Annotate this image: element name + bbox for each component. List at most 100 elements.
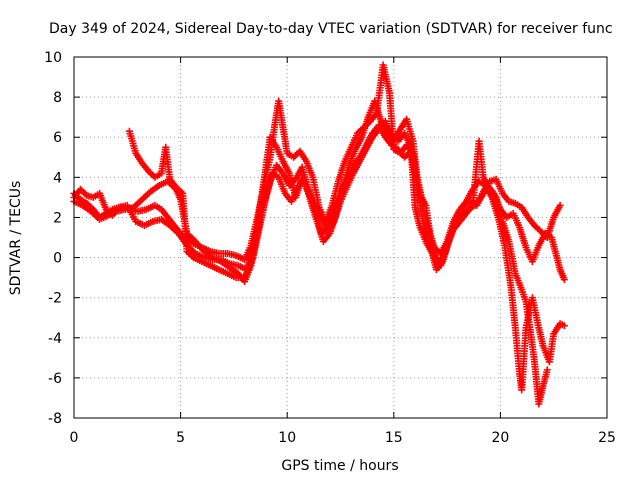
- series-track-2: [70, 121, 568, 394]
- plot-frame: [73, 56, 608, 419]
- data-point-segment: [552, 250, 563, 271]
- data-point-segment: [490, 189, 503, 211]
- data-point-segment: [528, 294, 542, 329]
- data-point-segment: [369, 127, 381, 141]
- data-point-segment: [76, 185, 89, 198]
- data-point-segment: [471, 195, 484, 209]
- data-point-segment: [130, 197, 144, 211]
- data-point-segment: [125, 127, 139, 155]
- data-point-segment: [456, 199, 469, 213]
- data-point-segment: [305, 189, 318, 207]
- data-point-segment: [422, 238, 435, 255]
- data-point-segment: [241, 244, 254, 264]
- data-point-segment: [518, 326, 530, 394]
- data-point-segment: [132, 149, 145, 165]
- data-point-segment: [96, 189, 109, 211]
- data-point-segment: [262, 136, 274, 171]
- data-point-segment: [505, 197, 517, 207]
- data-point-segment: [518, 203, 531, 219]
- data-point-segment: [217, 256, 231, 267]
- data-point-segment: [157, 215, 172, 228]
- x-axis-label: GPS time / hours: [281, 458, 398, 474]
- data-point-segment: [535, 324, 546, 347]
- data-point-segment: [224, 270, 238, 281]
- data-point-segment: [151, 171, 163, 181]
- data-point-segment: [275, 97, 286, 129]
- y-tick-label: 8: [53, 90, 62, 106]
- data-point-segment: [145, 167, 157, 180]
- data-point: [560, 322, 568, 330]
- data-point-segment: [496, 205, 509, 219]
- data-point-segment: [279, 123, 291, 155]
- data-point-segment: [541, 230, 553, 240]
- data-point-segment: [155, 178, 170, 189]
- data-point-segment: [273, 143, 286, 163]
- series-track-4: [70, 117, 568, 284]
- data-point-segment: [172, 183, 185, 196]
- data-point-segment: [206, 262, 221, 273]
- data-point-segment: [138, 189, 153, 203]
- axis-ticks: 0 5 10 15 20 25 -8 -6 -4 -2 0 2 4 6 8 10: [44, 50, 616, 446]
- data-point-segment: [545, 332, 557, 366]
- data-point-segment: [83, 191, 95, 201]
- data-point-segment: [464, 203, 477, 213]
- data-point-segment: [518, 286, 529, 303]
- data-point-segment: [439, 236, 453, 266]
- x-tick-label: 25: [598, 430, 616, 446]
- data-point-segment: [166, 175, 179, 189]
- data-point-segment: [147, 183, 162, 195]
- data-point-segment: [226, 264, 240, 276]
- chart-title: Day 349 of 2024, Sidereal Day-to-day VTE…: [49, 21, 613, 37]
- y-tick-label: 10: [44, 50, 62, 66]
- data-marks: [70, 61, 568, 408]
- data-point-segment: [157, 205, 170, 219]
- data-point-segment: [381, 117, 395, 139]
- data-point-segment: [499, 189, 511, 203]
- data-point-segment: [192, 238, 207, 254]
- data-point-segment: [96, 212, 110, 223]
- data-point-segment: [522, 298, 534, 331]
- data-point-segment: [89, 191, 101, 201]
- data-point-segment: [475, 137, 487, 179]
- chart-grid: [74, 57, 607, 418]
- x-tick-label: 5: [176, 430, 185, 446]
- data-point: [543, 366, 551, 374]
- data-point-segment: [302, 157, 316, 179]
- y-tick-label: 2: [53, 210, 62, 226]
- data-point-segment: [143, 202, 157, 213]
- data-point-segment: [183, 242, 198, 256]
- data-point-segment: [550, 322, 563, 338]
- data-point-segment: [381, 133, 394, 147]
- y-tick-label: -8: [48, 411, 62, 427]
- data-point-segment: [79, 201, 93, 214]
- data-point-segment: [484, 181, 496, 195]
- data-point-segment: [162, 143, 174, 181]
- data-point-segment: [407, 143, 419, 209]
- data-point-segment: [266, 133, 279, 149]
- data-point-segment: [108, 205, 121, 219]
- data-point-segment: [422, 201, 434, 235]
- data-point-segment: [87, 207, 102, 222]
- data-point-segment: [401, 129, 414, 149]
- y-tick-label: 4: [53, 170, 62, 186]
- data-point-segment: [356, 147, 369, 165]
- data-point-segment: [351, 135, 365, 153]
- data-point-segment: [503, 211, 515, 221]
- data-point-segment: [501, 242, 515, 289]
- data-point-segment: [283, 149, 295, 160]
- series-track-3: [125, 97, 551, 408]
- data-point-segment: [528, 244, 542, 266]
- data-point-segment: [415, 222, 429, 243]
- data-point-segment: [531, 222, 543, 234]
- x-tick-label: 20: [491, 430, 509, 446]
- data-point-segment: [166, 222, 181, 236]
- y-tick-label: 0: [53, 251, 62, 267]
- data-point-segment: [452, 211, 464, 225]
- data-point-segment: [76, 195, 89, 206]
- data-point-segment: [262, 172, 276, 201]
- data-point-segment: [345, 148, 358, 169]
- data-point-segment: [234, 262, 249, 273]
- y-tick-label: 6: [53, 130, 62, 146]
- data-point-segment: [183, 248, 196, 260]
